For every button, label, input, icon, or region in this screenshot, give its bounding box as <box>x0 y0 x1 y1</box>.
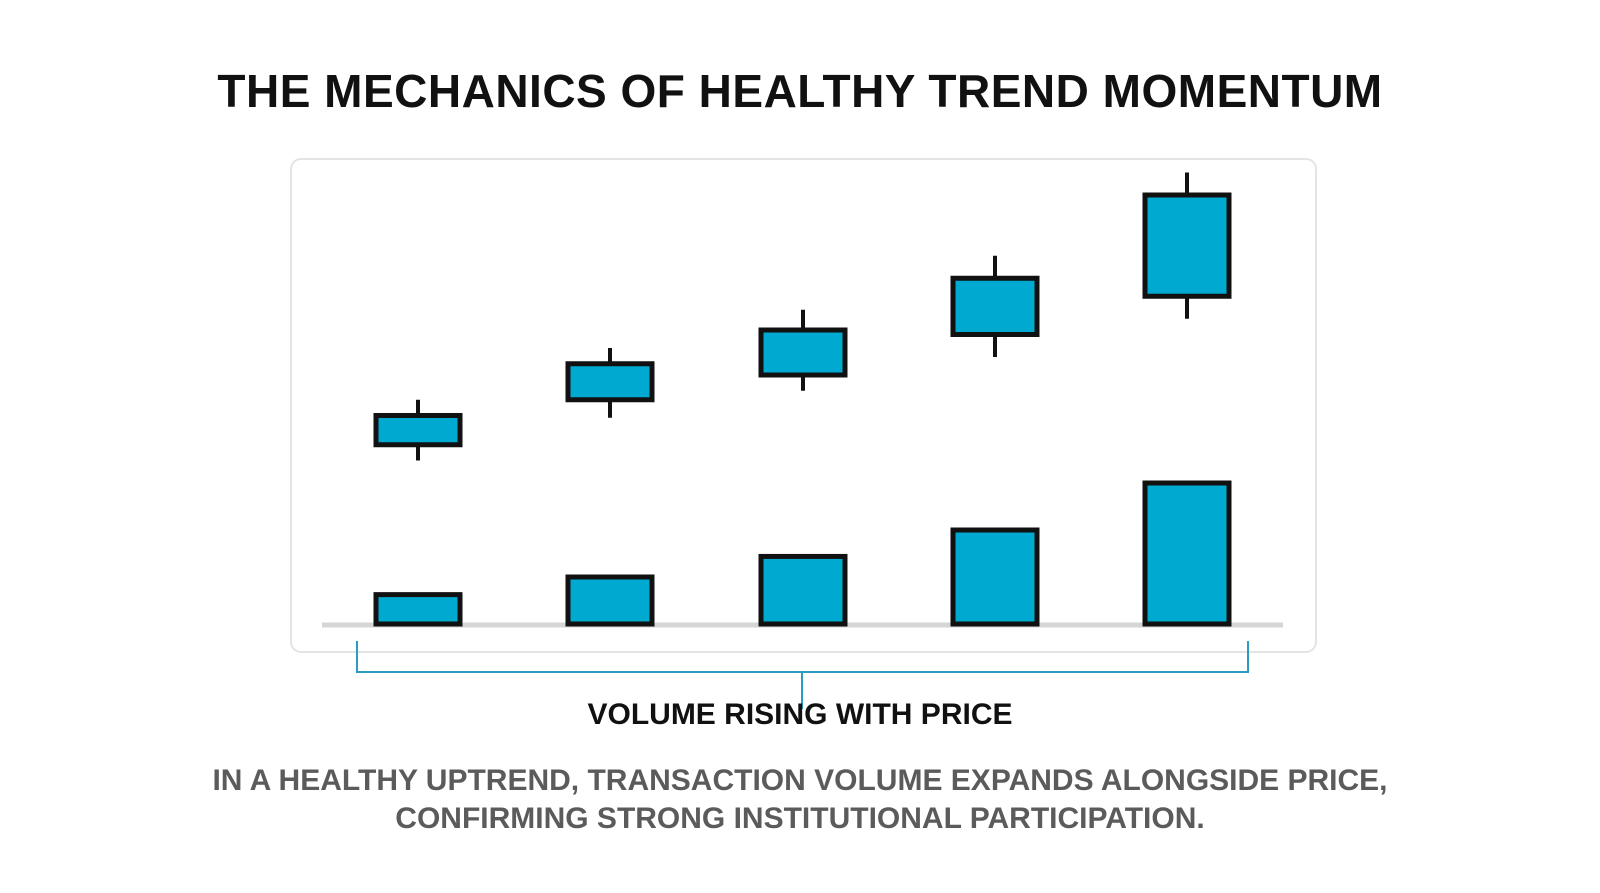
candle-5-body <box>1142 192 1232 299</box>
volume-bars-group <box>373 480 1232 627</box>
volume-bar-1 <box>373 592 463 627</box>
candles-group <box>373 172 1232 461</box>
description-line-1: IN A HEALTHY UPTREND, TRANSACTION VOLUME… <box>212 764 1388 797</box>
volume-bar-3 <box>758 553 848 627</box>
description-text: IN A HEALTHY UPTREND, TRANSACTION VOLUME… <box>100 762 1500 838</box>
description-line-2: CONFIRMING STRONG INSTITUTIONAL PARTICIP… <box>395 802 1205 835</box>
candle-3-body <box>758 327 848 378</box>
chart-panel <box>290 158 1317 653</box>
candle-2-body <box>565 361 655 403</box>
volume-bar-5 <box>1142 480 1232 627</box>
candle-4-body <box>950 275 1040 337</box>
bracket-caption: VOLUME RISING WITH PRICE <box>587 698 1013 731</box>
page-title: THE MECHANICS OF HEALTHY TREND MOMENTUM <box>217 65 1383 117</box>
candle-1-body <box>373 413 463 448</box>
volume-bar-4 <box>950 527 1040 627</box>
volume-bar-2 <box>565 574 655 627</box>
range-bracket <box>356 641 1249 709</box>
